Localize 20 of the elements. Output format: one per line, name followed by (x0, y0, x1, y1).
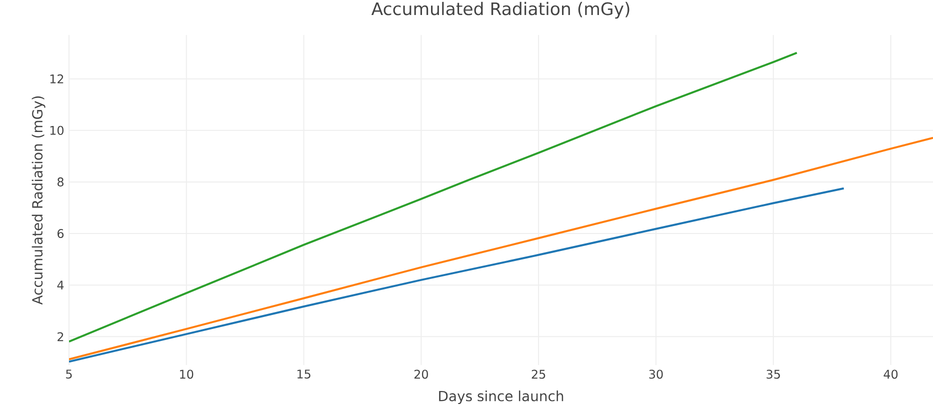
y-tick-label: 2 (58, 332, 64, 342)
x-tick-label: 5 (66, 370, 72, 379)
y-tick-label: 12 (50, 74, 64, 84)
line-series (69, 187, 845, 363)
x-tick-label: 30 (649, 370, 663, 379)
line-series (69, 52, 798, 343)
y-axis-title: Accumulated Radiation (mGy) (32, 96, 46, 305)
x-axis-title: Days since launch (439, 390, 564, 404)
line-series (69, 136, 933, 360)
x-tick-label: 35 (766, 370, 780, 379)
x-tick-label: 20 (414, 370, 428, 379)
y-tick-label: 8 (58, 177, 64, 186)
x-tick-label: 40 (884, 370, 898, 379)
x-tick-label: 10 (180, 370, 194, 379)
y-tick-label: 6 (58, 228, 64, 238)
x-tick-label: 15 (297, 370, 310, 379)
y-tick-label: 4 (57, 280, 64, 290)
chart-title: Accumulated Radiation (mGy) (371, 2, 630, 19)
y-tick-label: 10 (50, 126, 64, 135)
x-tick-label: 25 (532, 370, 546, 379)
